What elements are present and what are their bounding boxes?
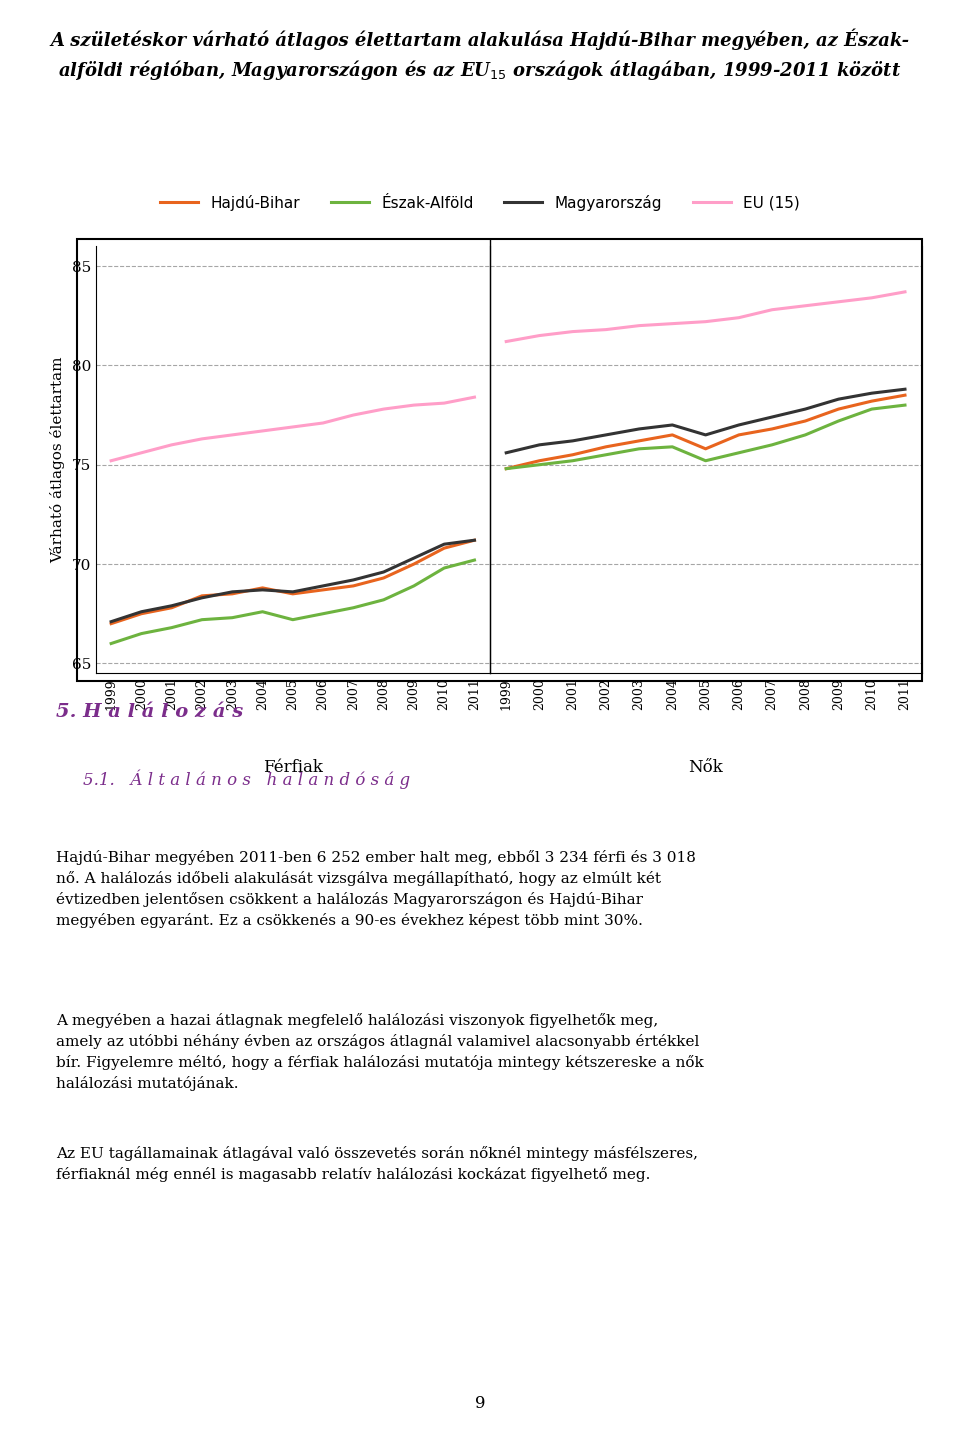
Text: 9: 9 — [475, 1394, 485, 1412]
Text: Az EU tagállamainak átlagával való összevetés során nőknél mintegy másfélszeres,: Az EU tagállamainak átlagával való össze… — [56, 1145, 698, 1182]
Legend: Hajdú-Bihar, Észak-Alföld, Magyarország, EU (15): Hajdú-Bihar, Észak-Alföld, Magyarország,… — [155, 188, 805, 217]
Text: 5. H a l á l o z á s: 5. H a l á l o z á s — [56, 702, 243, 721]
X-axis label: Férfiak: Férfiak — [263, 759, 323, 776]
Text: Hajdú-Bihar megyében 2011-ben 6 252 ember halt meg, ebből 3 234 férfi és 3 018
n: Hajdú-Bihar megyében 2011-ben 6 252 embe… — [56, 850, 696, 928]
X-axis label: Nők: Nők — [688, 759, 723, 776]
Y-axis label: Várható átlagos élettartam: Várható átlagos élettartam — [50, 356, 65, 563]
Text: A születéskor várható átlagos élettartam alakulása Hajdú-Bihar megyében, az Észa: A születéskor várható átlagos élettartam… — [51, 29, 909, 81]
Text: A megyében a hazai átlagnak megfelelő halálozási viszonyok figyelhetők meg,
amel: A megyében a hazai átlagnak megfelelő ha… — [56, 1014, 704, 1090]
Text: 5.1.   Á l t a l á n o s   h a l a n d ó s á g: 5.1. Á l t a l á n o s h a l a n d ó s á… — [83, 769, 410, 789]
